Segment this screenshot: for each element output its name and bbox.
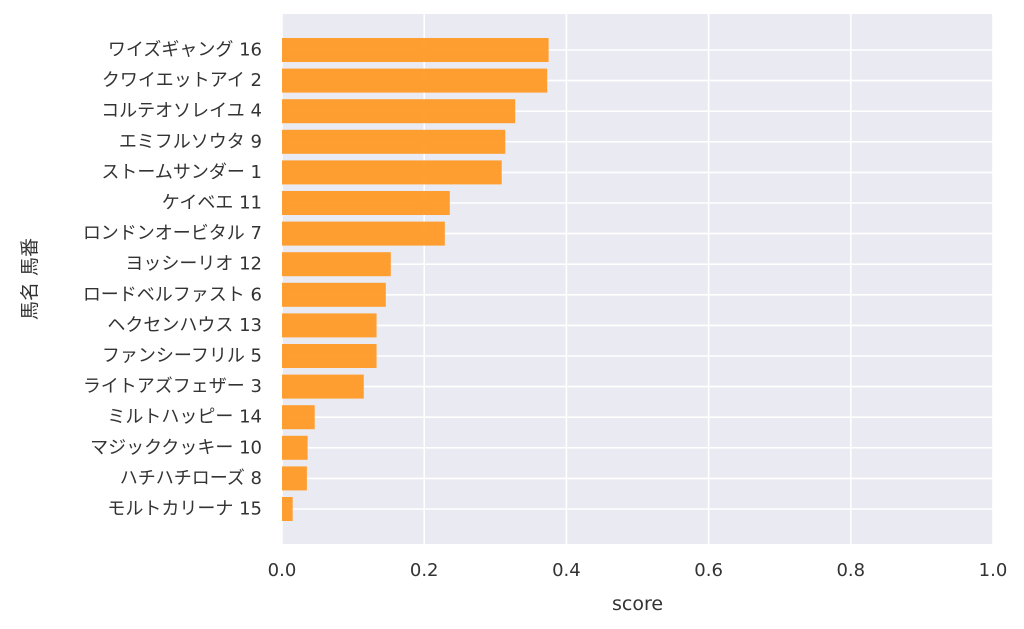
bar [282, 282, 386, 307]
category-label: モルトカリーナ 15 [107, 499, 262, 520]
category-labels: ワイズギャング 16 クワイエットアイ 2 コルテオソレイユ 4 エミフルソウタ 9 ス… [83, 40, 262, 520]
bar [282, 466, 307, 491]
bar [282, 497, 293, 521]
bar [282, 38, 549, 62]
bars [282, 38, 549, 521]
bar [282, 374, 364, 399]
bar [282, 99, 516, 124]
x-tick-label: 0.4 [552, 560, 581, 581]
category-label: ライトアズフェザー 3 [83, 376, 262, 397]
category-label: ファンシーフリル 5 [102, 346, 262, 367]
bar [282, 68, 548, 93]
category-label: コルテオソレイユ 4 [101, 101, 262, 122]
bar [282, 129, 506, 154]
x-tick-label: 0.0 [268, 560, 297, 581]
bar [282, 435, 308, 460]
bar [282, 313, 377, 338]
category-label: ストームサンダー 1 [101, 162, 262, 183]
plot-background [282, 14, 993, 544]
y-axis-label: 馬名 馬番 [19, 238, 41, 320]
x-tick-label: 0.2 [410, 560, 439, 581]
x-tick-labels: 0.0 0.2 0.4 0.6 0.8 1.0 [268, 560, 1008, 581]
category-label: マジッククッキー 10 [90, 437, 262, 458]
category-label: ケイベエ 11 [162, 193, 262, 214]
x-tick-label: 1.0 [979, 560, 1008, 581]
category-label: クワイエットアイ 2 [102, 70, 262, 91]
category-label: ロードベルファスト 6 [83, 284, 262, 305]
x-axis-label: score [612, 593, 663, 615]
bar [282, 344, 377, 368]
bar [282, 191, 450, 215]
x-tick-label: 0.6 [694, 560, 723, 581]
category-label: ヨッシーリオ 12 [125, 254, 262, 275]
category-label: ワイズギャング 16 [108, 40, 262, 61]
bar [282, 221, 445, 246]
category-label: ロンドンオービタル 7 [83, 223, 262, 244]
category-label: ヘクセンハウス 13 [107, 315, 262, 336]
bar [282, 160, 502, 185]
bar [282, 252, 391, 277]
category-label: ミルトハッピー 14 [107, 407, 262, 428]
x-tick-label: 0.8 [836, 560, 865, 581]
category-label: エミフルソウタ 9 [119, 131, 262, 152]
bar [282, 405, 315, 430]
category-label: ハチハチローズ 8 [120, 468, 262, 489]
